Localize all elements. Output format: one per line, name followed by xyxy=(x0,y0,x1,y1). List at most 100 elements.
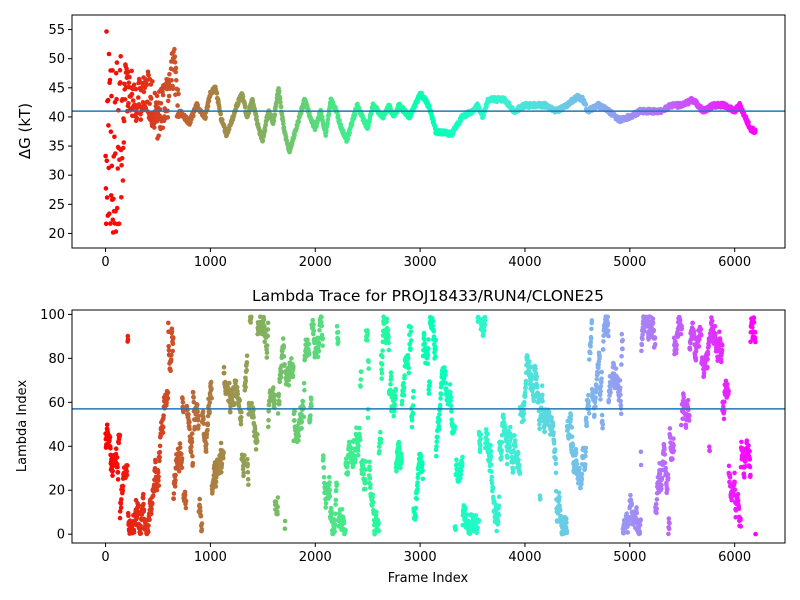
lambda-point xyxy=(522,390,528,395)
lambda-point xyxy=(286,383,292,388)
delta-g-point xyxy=(263,122,269,128)
lambda-point xyxy=(574,458,579,463)
lambda-point xyxy=(584,423,590,429)
lambda-point xyxy=(422,341,428,346)
delta-g-point xyxy=(323,133,329,138)
lambda-point xyxy=(321,456,326,461)
lambda-point xyxy=(119,497,124,502)
delta-g-point xyxy=(114,96,119,102)
delta-g-panel: 0 1000 2000 3000 4000 5000 6000 20253035404550… xyxy=(16,14,786,270)
lambda-point xyxy=(168,357,174,362)
lambda-point xyxy=(589,318,595,323)
lambda-point xyxy=(436,427,442,432)
lambda-point xyxy=(282,362,287,367)
lambda-point xyxy=(411,388,416,394)
lambda-point xyxy=(409,417,415,423)
lambda-point xyxy=(165,390,171,396)
lambda-point xyxy=(639,342,645,348)
lambda-point xyxy=(141,491,146,497)
lambda-point xyxy=(258,314,263,320)
delta-g-point xyxy=(176,91,181,97)
lambda-point xyxy=(460,454,465,460)
lambda-point xyxy=(170,348,175,354)
lambda-point xyxy=(262,339,268,345)
lambda-point xyxy=(537,426,542,432)
delta-g-y-axis-label: ΔG (kT) xyxy=(16,103,34,159)
lambda-point xyxy=(120,488,125,494)
lambda-point xyxy=(323,501,329,506)
lambda-point xyxy=(161,413,166,418)
delta-g-point xyxy=(352,111,358,117)
lambda-point xyxy=(698,327,704,332)
lambda-point xyxy=(683,425,689,430)
lambda-point xyxy=(254,438,260,444)
lambda-point xyxy=(197,505,203,510)
lambda-point xyxy=(204,441,209,447)
lambda-point xyxy=(420,468,425,473)
lambda-point xyxy=(406,365,411,371)
lambda-point xyxy=(177,441,183,446)
lambda-point xyxy=(213,484,219,489)
delta-g-point xyxy=(172,46,177,52)
lambda-point xyxy=(675,334,681,340)
delta-g-point xyxy=(175,87,181,92)
lambda-point xyxy=(279,369,284,374)
lambda-point xyxy=(264,355,270,360)
lambda-point xyxy=(333,511,338,517)
lambda-point xyxy=(198,508,203,514)
lambda-point xyxy=(662,447,667,452)
lambda-point xyxy=(534,374,539,379)
lambda-points xyxy=(103,314,758,537)
delta-g-point xyxy=(240,94,246,99)
lambda-point xyxy=(365,331,371,336)
delta-g-point xyxy=(347,130,353,135)
lambda-point xyxy=(453,527,458,532)
lambda-point xyxy=(345,470,351,475)
lambda-point xyxy=(598,388,603,394)
lambda-point xyxy=(166,344,171,349)
lambda-point xyxy=(553,456,558,462)
lambda-point xyxy=(275,495,281,500)
lambda-point xyxy=(619,353,624,359)
lambda-point xyxy=(391,413,397,419)
delta-g-point xyxy=(218,111,223,117)
lambda-point xyxy=(586,399,591,404)
lambda-point xyxy=(165,396,171,401)
lambda-point xyxy=(642,329,647,334)
lambda-point xyxy=(433,347,438,352)
lambda-point xyxy=(539,383,545,389)
lambda-point xyxy=(454,457,459,463)
lambda-point xyxy=(110,473,115,478)
lambda-point xyxy=(238,421,244,427)
lambda-point xyxy=(511,448,516,453)
delta-g-y-tick-label: 30 xyxy=(48,169,65,184)
lambda-point xyxy=(328,513,334,518)
lambda-point xyxy=(177,445,183,450)
lambda-point xyxy=(573,447,579,452)
delta-g-point xyxy=(160,92,166,98)
lambda-point xyxy=(186,412,191,417)
delta-g-point xyxy=(110,68,115,73)
lambda-point xyxy=(671,442,676,448)
lambda-point xyxy=(601,339,606,344)
delta-g-point xyxy=(126,80,132,85)
lambda-point xyxy=(245,469,251,475)
lambda-point xyxy=(430,323,436,328)
lambda-point xyxy=(221,449,226,455)
lambda-point xyxy=(600,418,605,424)
lambda-point xyxy=(693,357,699,363)
delta-g-y-tick-label: 40 xyxy=(48,110,65,125)
delta-g-point xyxy=(129,91,135,97)
delta-g-point xyxy=(276,88,282,94)
lambda-point xyxy=(266,417,271,423)
lambda-point xyxy=(666,531,671,537)
delta-g-point xyxy=(116,221,122,226)
lambda-point xyxy=(239,409,244,415)
lambda-point xyxy=(680,416,685,422)
delta-g-point xyxy=(326,111,332,116)
lambda-point xyxy=(588,339,594,345)
lambda-point xyxy=(496,513,502,518)
delta-g-point xyxy=(104,158,110,163)
lambda-panel: Lambda Trace for PROJ18433/RUN4/CLONE25 … xyxy=(15,287,786,586)
lambda-point xyxy=(138,531,144,536)
